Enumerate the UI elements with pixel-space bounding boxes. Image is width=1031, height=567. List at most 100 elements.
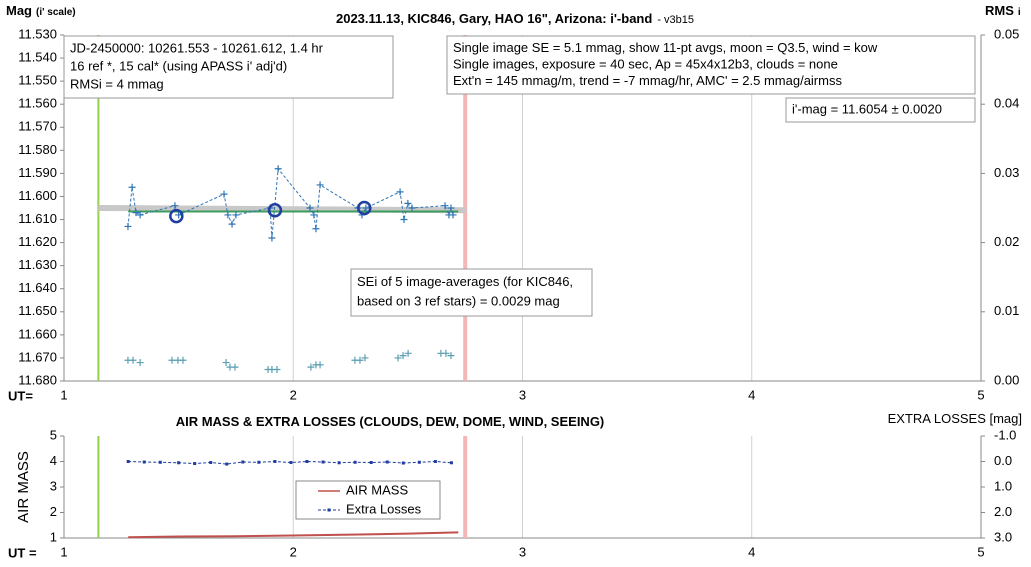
y2-tick-label: 0.0 <box>994 453 1012 468</box>
y-tick-label: 4 <box>50 453 57 468</box>
y-tick-label: 11.590 <box>18 165 57 180</box>
point <box>353 460 357 464</box>
point <box>273 365 281 373</box>
average-point <box>169 208 184 224</box>
y-tick-label: 11.540 <box>18 50 57 65</box>
x-axis-title: UT= <box>8 388 33 403</box>
y-tick-label: 11.610 <box>18 211 57 226</box>
y-axis-title: AIR MASS <box>15 451 32 523</box>
x-tick-label: 3 <box>519 544 526 559</box>
y2-tick-label: 0.03 <box>994 165 1019 180</box>
point <box>228 220 236 228</box>
y-tick-label: 11.600 <box>18 188 57 203</box>
point <box>289 461 293 465</box>
point <box>129 356 137 364</box>
point <box>449 211 457 219</box>
point <box>273 460 277 463</box>
annotation-text: 16 ref *, 15 cal* (using APASS i' adj'd) <box>70 58 287 73</box>
point <box>369 461 373 465</box>
point <box>225 462 229 466</box>
point <box>177 461 181 465</box>
y2-tick-label: -1.0 <box>994 427 1016 442</box>
y2-tick-label: 0.01 <box>994 303 1019 318</box>
y-tick-label: 11.650 <box>18 303 57 318</box>
point <box>220 190 228 198</box>
point <box>361 354 369 362</box>
y-tick-label: 11.530 <box>18 26 57 41</box>
y-tick-label: 11.680 <box>18 372 57 387</box>
point <box>307 363 315 371</box>
x-tick-label: 4 <box>748 544 755 559</box>
point <box>179 356 187 364</box>
y-tick-label: 11.670 <box>18 349 57 364</box>
point <box>193 462 197 466</box>
legend-box <box>295 480 441 520</box>
point <box>362 204 370 212</box>
point <box>447 352 455 360</box>
point <box>316 361 324 369</box>
point <box>209 461 213 465</box>
point <box>171 202 179 210</box>
y2-axis-title: RMS i <box>985 3 1021 18</box>
x-tick-label: 1 <box>60 544 67 559</box>
x-tick-label: 4 <box>748 387 755 402</box>
y-tick-label: 11.550 <box>18 73 57 88</box>
annotation-box <box>785 97 976 123</box>
x-tick-label: 1 <box>60 387 67 402</box>
y2-tick-label: 1.0 <box>994 478 1012 493</box>
y2-axis-title-text: EXTRA LOSSES [mag] <box>888 411 1022 426</box>
point <box>306 204 314 212</box>
series-line <box>128 531 459 539</box>
x-tick-label: 2 <box>290 387 297 402</box>
point <box>136 211 144 219</box>
annotation-text: JD-2450000: 10261.553 - 10261.612, 1.4 h… <box>70 40 324 55</box>
point <box>268 234 276 242</box>
point <box>305 460 309 463</box>
point <box>274 165 282 173</box>
x-tick-label: 5 <box>977 544 984 559</box>
point <box>400 216 408 224</box>
point <box>399 352 407 360</box>
chart-title: AIR MASS & EXTRA LOSSES (CLOUDS, DEW, DO… <box>176 414 605 429</box>
average-point <box>357 200 372 216</box>
point <box>310 211 318 219</box>
point <box>385 460 389 464</box>
y2-axis-title-text: RMS <box>985 3 1014 18</box>
point <box>232 211 240 219</box>
point <box>321 460 325 464</box>
y2-tick-label: 0.04 <box>994 96 1019 111</box>
y-axis-title-text: Mag <box>6 3 32 18</box>
annotation-text: based on 3 ref stars) = 0.0029 mag <box>357 294 560 309</box>
point <box>136 359 144 367</box>
legend-label: Extra Losses <box>346 501 422 516</box>
annotation-box <box>63 35 394 99</box>
annotation-box <box>446 35 976 95</box>
y-tick-label: 11.660 <box>18 326 57 341</box>
y-axis-title: Mag (i' scale) <box>6 3 76 18</box>
point <box>408 204 416 212</box>
point <box>128 183 136 191</box>
point <box>356 356 364 364</box>
legend-label: AIR MASS <box>346 482 408 497</box>
point <box>417 460 421 464</box>
point <box>132 209 140 217</box>
point <box>168 356 176 364</box>
point <box>449 461 453 465</box>
point <box>126 460 130 463</box>
point <box>404 199 412 207</box>
y-tick-label: 11.640 <box>18 280 57 295</box>
series-line <box>127 167 454 239</box>
annotation-text: Ext'n = 145 mmag/m, trend = -7 mmag/hr, … <box>453 73 842 88</box>
y-tick-label: 11.570 <box>18 119 57 134</box>
y2-tick-label: 0.05 <box>994 26 1019 41</box>
y-axis-title-text: AIR MASS <box>15 451 32 523</box>
point <box>241 460 245 464</box>
point <box>231 363 239 371</box>
point <box>447 204 455 212</box>
point <box>404 349 412 357</box>
series-line <box>128 460 452 465</box>
point <box>433 460 437 463</box>
point <box>124 222 132 230</box>
